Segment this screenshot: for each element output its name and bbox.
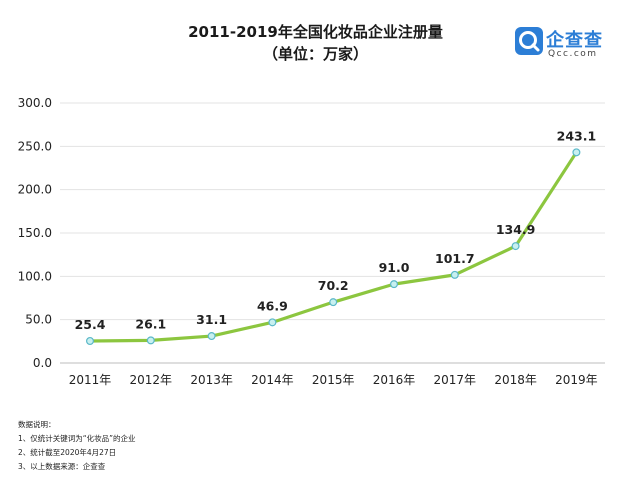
series-line-path [88,150,579,343]
logo-text: 企查查 [546,30,603,51]
y-tick-label: 50.0 [25,313,52,327]
data-notes: 数据说明： 1、仅统计关键词为“化妆品”的企业 2、统计截至2020年4月27日… [18,418,136,474]
data-point [329,298,338,307]
notes-heading: 数据说明： [18,420,56,429]
data-point [146,336,155,345]
data-point [511,242,520,251]
data-label: 134.9 [496,222,536,237]
data-point [390,280,399,289]
chart-title: 2011-2019年全国化妆品企业注册量 [188,23,443,41]
x-tick-label: 2011年 [69,373,112,387]
data-label: 91.0 [379,260,410,275]
logo-subtext: Qcc.com [548,49,598,59]
series-line [88,150,579,343]
data-label: 101.7 [435,251,475,266]
y-tick-label: 0.0 [33,356,52,370]
data-labels: 25.4 26.1 31.1 46.9 70.2 91.0 101.7 134.9 243.1 [75,128,597,332]
series-markers [85,148,581,345]
data-label: 243.1 [557,128,597,143]
data-point [207,332,216,341]
y-tick-label: 100.0 [18,269,52,283]
y-tick-label: 250.0 [18,139,52,153]
data-point [85,336,94,345]
y-axis-ticks: 0.0 50.0 100.0 150.0 200.0 250.0 300.0 [18,96,52,370]
chart-subtitle: （单位：万家） [262,45,368,63]
x-tick-label: 2019年 [555,373,598,387]
y-tick-label: 200.0 [18,183,52,197]
y-tick-label: 300.0 [18,96,52,110]
gridlines [60,102,605,364]
data-point [268,318,277,327]
data-label: 46.9 [257,298,288,313]
qcc-logo-icon [515,27,543,55]
x-tick-label: 2014年 [251,373,294,387]
data-point [450,270,459,279]
data-label: 70.2 [318,278,349,293]
note-item: 1、仅统计关键词为“化妆品”的企业 [18,434,136,443]
x-tick-label: 2015年 [312,373,355,387]
x-tick-label: 2018年 [494,373,537,387]
qcc-logo: 企查查 Qcc.com [512,22,624,62]
note-item: 3、以上数据来源：企查查 [18,462,106,471]
x-tick-label: 2017年 [434,373,477,387]
y-tick-label: 150.0 [18,226,52,240]
data-label: 25.4 [75,317,106,332]
note-item: 2、统计截至2020年4月27日 [18,448,117,457]
x-tick-label: 2013年 [190,373,233,387]
x-tick-label: 2016年 [373,373,416,387]
x-axis-ticks: 2011年 2012年 2013年 2014年 2015年 2016年 2017年 2018年… [69,373,598,387]
x-tick-label: 2012年 [130,373,173,387]
data-label: 26.1 [135,316,166,331]
data-label: 31.1 [196,312,227,327]
data-point [572,148,581,157]
